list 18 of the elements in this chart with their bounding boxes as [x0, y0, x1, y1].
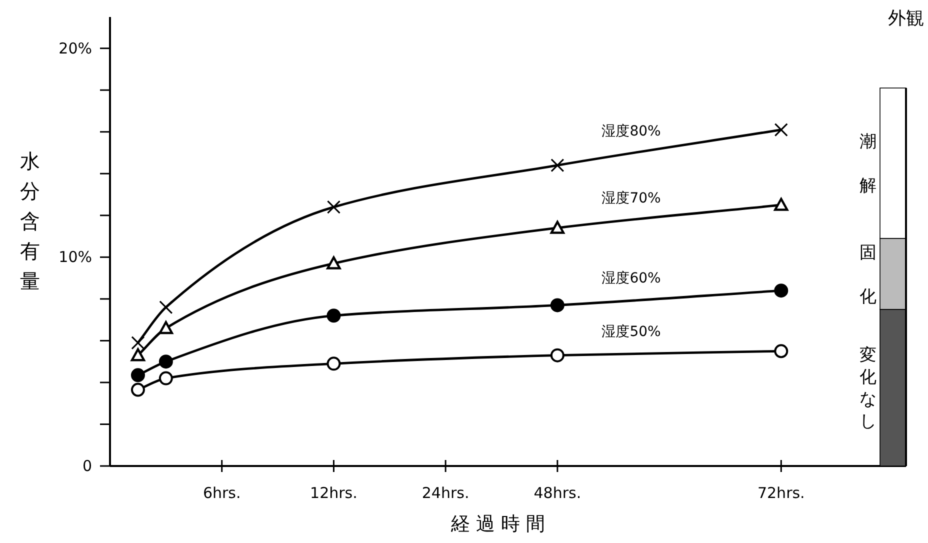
series-label: 湿度60% — [602, 270, 661, 286]
series-label: 湿度70% — [602, 190, 661, 206]
x-tick-label: 48hrs. — [534, 484, 582, 502]
series-label: 湿度80% — [602, 124, 661, 140]
series-label: 湿度50% — [602, 324, 661, 340]
x-tick-label: 24hrs. — [422, 484, 470, 502]
text: 潮解 — [860, 132, 876, 196]
x-tick-label: 72hrs. — [757, 484, 805, 502]
y-tick-label: 20% — [58, 39, 92, 58]
x-axis-title: 経 過 時 間 — [450, 513, 546, 535]
y-tick-label: 0 — [82, 457, 92, 475]
text: 固化 — [860, 242, 876, 307]
x-tick-label: 12hrs. — [310, 484, 358, 502]
y-axis-title: 水分含有量 — [20, 149, 40, 293]
annotation: 外観 — [888, 8, 924, 29]
y-tick-label: 10% — [58, 248, 92, 266]
series-label: 変化なし — [860, 346, 876, 432]
x-tick-label: 6hrs. — [202, 484, 241, 502]
